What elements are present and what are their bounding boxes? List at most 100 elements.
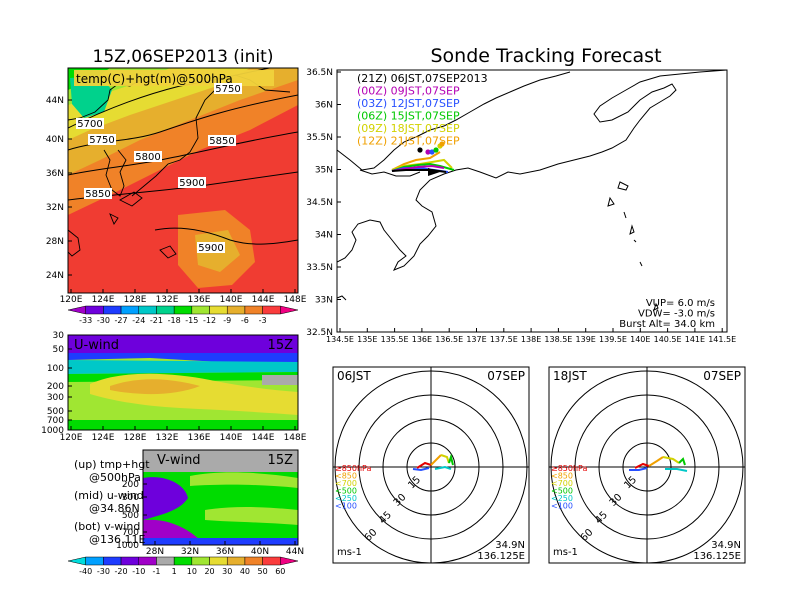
hodograph-trace [440, 454, 450, 464]
x-tick-label: 141E [685, 335, 705, 344]
left-title: 15Z,06SEP2013 (init) [93, 47, 274, 67]
sonde-tracks [391, 141, 455, 176]
y-tick-label: 500 [47, 407, 64, 417]
x-tick-label: 137E [466, 335, 486, 344]
contour-label: 5750 [215, 84, 240, 95]
y-tick-label: 33.5N [306, 263, 333, 273]
colorbar-swatch [138, 556, 157, 566]
note-line-b: @500hPa [89, 471, 141, 484]
note-line-a: (up) tmp+hgt [74, 458, 150, 471]
track-legend-entry: (03Z) 12JST,07SEP [357, 97, 460, 110]
hodograph-lon: 136.125E [693, 551, 741, 562]
colorbar-label: -20 [115, 567, 128, 576]
note-line-a: (mid) u-wind [74, 489, 144, 502]
y-tick-label: 50 [53, 345, 65, 355]
colorbar-swatch [173, 556, 193, 566]
y-tick-label: 200 [122, 480, 139, 490]
u-wind-label: U-wind [74, 338, 119, 353]
y-tick-label: 500 [122, 511, 139, 521]
y-tick-label: 35N [315, 166, 333, 176]
contour-label: 5850 [209, 136, 234, 147]
contour-label: 5850 [85, 189, 110, 200]
colorbar-swatch [173, 305, 193, 315]
x-tick-label: 144E [252, 295, 275, 305]
colorbar-swatch [280, 305, 299, 315]
sonde-track-line [391, 151, 441, 171]
colorbar-swatch [226, 556, 246, 566]
y-tick-label: 100 [47, 364, 64, 374]
x-tick-label: 137.5E [490, 335, 518, 344]
pressure-level-key: <700 [335, 479, 357, 488]
y-tick-label: 30 [53, 331, 65, 341]
burst-point-marker [439, 141, 445, 147]
track-legend-entry: (00Z) 09JST,07SEP [357, 85, 460, 98]
contour-label-bg [178, 177, 206, 188]
colorbar-label: -24 [132, 316, 145, 325]
contour-label: 5700 [77, 119, 102, 130]
colorbar-label: -6 [241, 316, 249, 325]
colorbar-label: 20 [204, 567, 214, 576]
colorbar-label: -12 [203, 316, 216, 325]
colorbar-swatch [262, 305, 281, 315]
y-tick-label: 32N [46, 203, 64, 213]
hodograph-trace [430, 454, 442, 466]
hodograph-trace [434, 465, 452, 470]
y-tick-label: 24N [46, 271, 64, 281]
sonde-parameter: VDW= -3.0 m/s [638, 309, 715, 320]
colorbar-label: -3 [259, 316, 267, 325]
colorbar-label: -30 [97, 316, 110, 325]
top-map-y-axis: 24N 28N 32N 36N 40N 44N [46, 96, 72, 281]
colorbar-label: -40 [79, 567, 92, 576]
track-legend: (21Z) 06JST,07SEP2013(00Z) 09JST,07SEP(0… [357, 72, 488, 148]
x-tick-label: 28N [146, 547, 164, 557]
colorbar-label: 60 [275, 567, 285, 576]
x-tick-label: 128E [124, 295, 147, 305]
pressure-level-key: ≥850hPa [551, 464, 588, 473]
contour-label-bg [134, 151, 162, 162]
x-tick-label: 136E [188, 433, 211, 443]
x-tick-label: 40N [251, 547, 269, 557]
sonde-track-map: 134.5E 135E 135.5E 136E 136.5E 137E 137.5E 138E… [306, 68, 736, 344]
hodograph-unit: ms-1 [337, 547, 362, 558]
colorbar-swatch [120, 305, 140, 315]
x-tick-label: 140.5E [654, 335, 682, 344]
hodograph-time: 06JST [337, 369, 371, 383]
colorbar-swatch [67, 556, 86, 566]
y-tick-label: 36.5N [306, 68, 333, 78]
colorbar-swatch [226, 305, 246, 315]
x-tick-label: 141.5E [708, 335, 736, 344]
x-tick-label: 135.5E [381, 335, 409, 344]
contour-label-bg [214, 83, 242, 94]
sonde-parameter: VUP= 6.0 m/s [646, 298, 715, 309]
pressure-level-key: <850 [335, 472, 357, 481]
colorbar-swatch [209, 556, 228, 566]
hodograph-lat: 34.9N [495, 540, 525, 551]
colorbar-label: 50 [258, 567, 268, 576]
pressure-level-key: <850 [551, 472, 573, 481]
colorbar-label: 10 [187, 567, 197, 576]
y-tick-label: 34N [315, 231, 333, 241]
colorbar-swatch [209, 305, 228, 315]
y-tick-label: 44N [46, 96, 64, 106]
y-tick-label: 36N [46, 169, 64, 179]
colorbar-label: -10 [132, 567, 145, 576]
hodograph-trace [648, 456, 664, 467]
y-tick-label: 1000 [116, 541, 139, 551]
colorbar-swatch [156, 556, 175, 566]
colorbar-label: -9 [223, 316, 231, 325]
track-legend-entry: (06Z) 15JST,07SEP [357, 110, 460, 123]
pressure-level-key: <100 [551, 502, 573, 511]
y-tick-label: 40N [46, 135, 64, 145]
colorbar-swatch [103, 556, 122, 566]
colorbar-label: -30 [97, 567, 110, 576]
colorbar-swatch [85, 305, 104, 315]
panel-legend-notes: (up) tmp+hgt@500hPa (mid) u-wind@34.86N (b… [74, 458, 150, 546]
sonde-track-line [391, 169, 447, 173]
x-tick-label: 140E [220, 295, 243, 305]
hodograph-lat: 34.9N [711, 540, 741, 551]
